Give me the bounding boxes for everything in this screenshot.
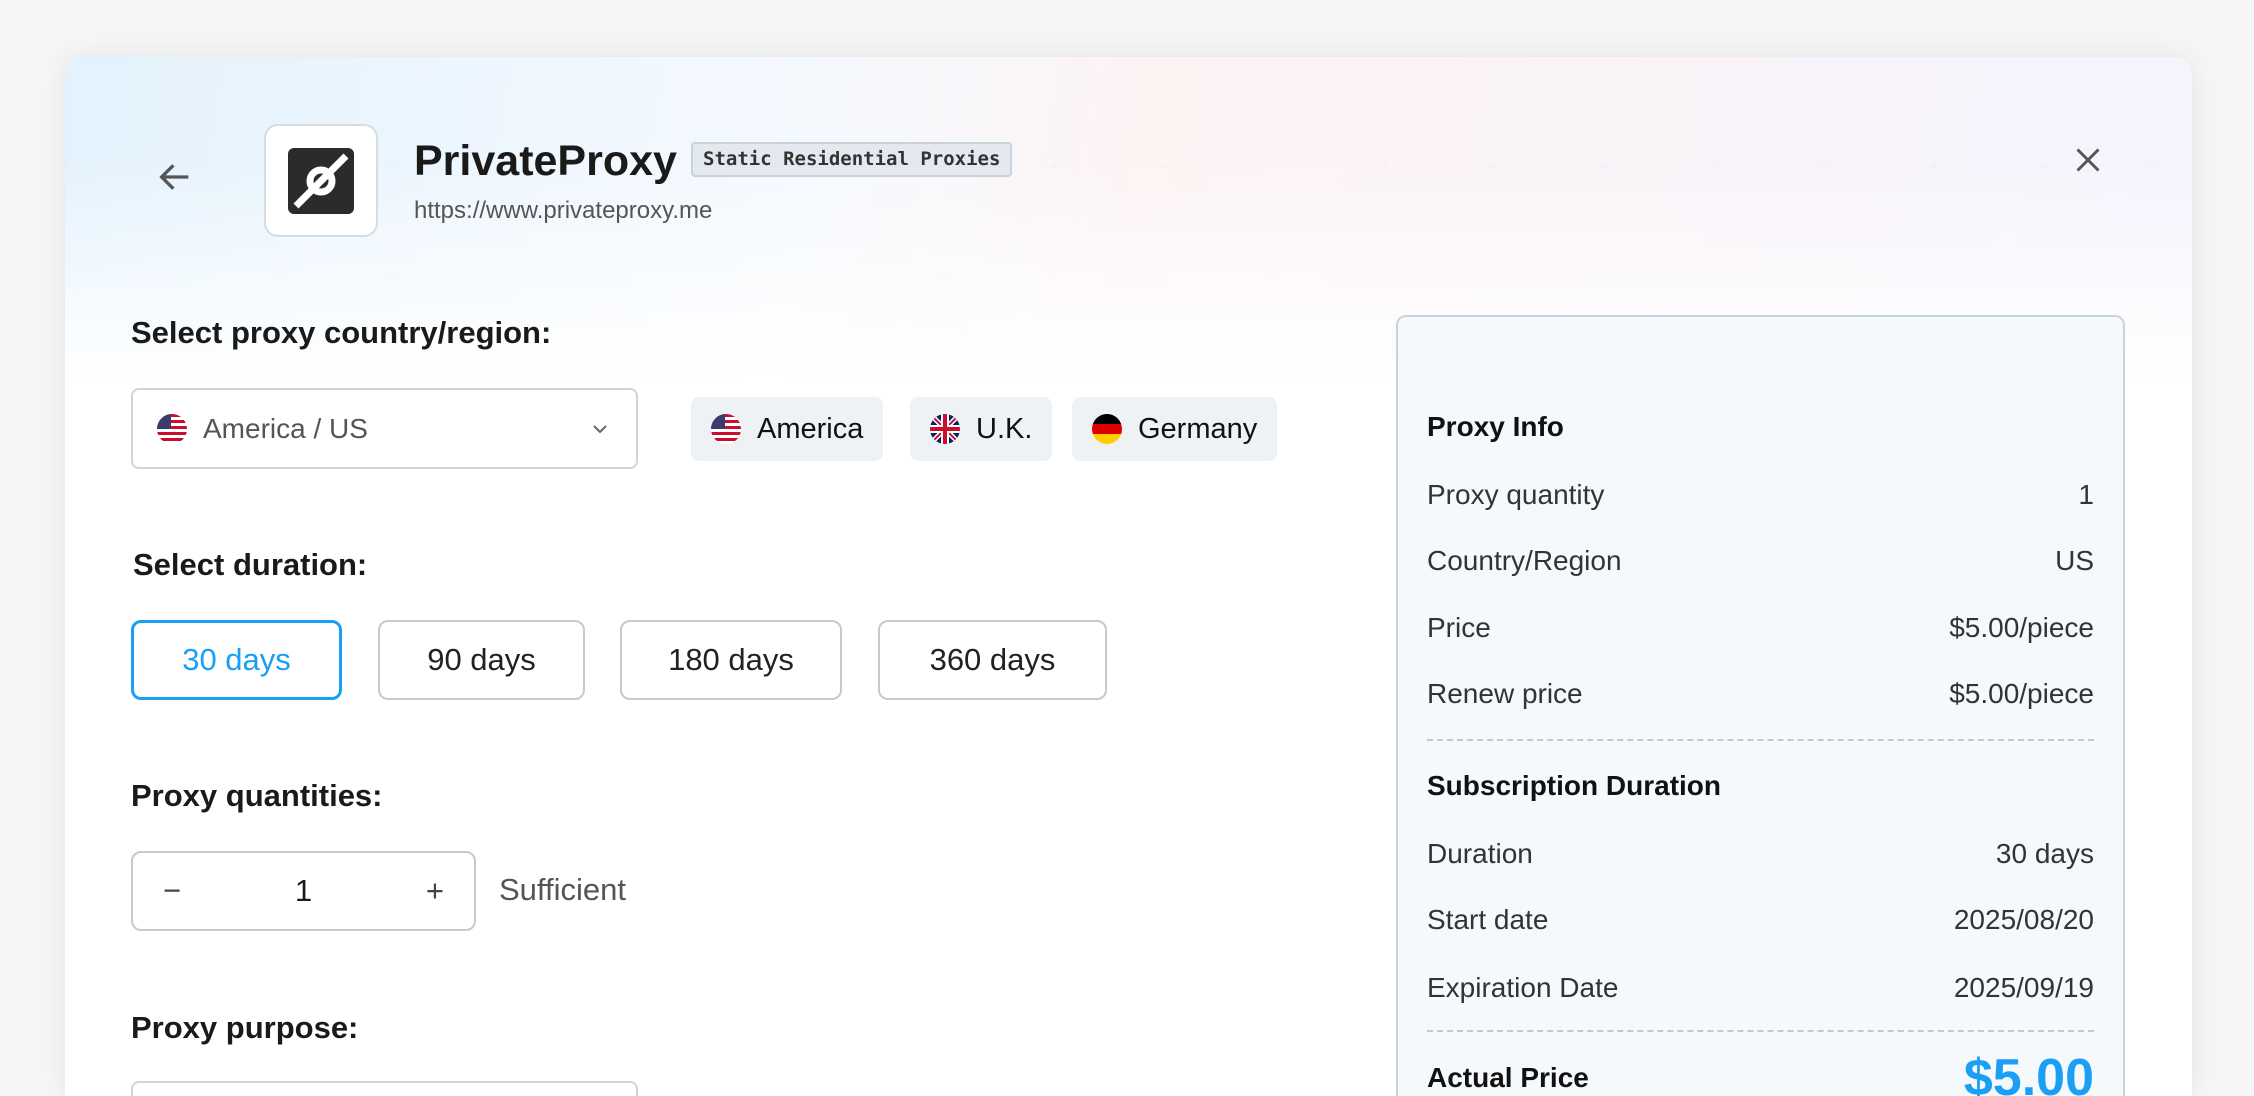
minus-icon[interactable]: −: [163, 873, 182, 908]
info-key: Duration: [1427, 838, 1533, 869]
info-row: Renew price $5.00/piece: [1427, 678, 2094, 710]
info-key: Price: [1427, 612, 1491, 643]
stock-status: Sufficient: [499, 872, 626, 907]
uk-flag-icon: [930, 414, 960, 444]
site-url[interactable]: https://www.privateproxy.me: [414, 197, 713, 224]
proxy-purchase-dialog: PrivateProxy Static Residential Proxies …: [65, 57, 2192, 1096]
info-key: Country/Region: [1427, 545, 1622, 576]
chip-label: Germany: [1138, 412, 1258, 445]
close-icon: [2076, 148, 2100, 172]
actual-price-value: $5.00: [1963, 1049, 2094, 1096]
info-row: Proxy quantity 1: [1427, 479, 2094, 511]
chip-label: America: [757, 412, 864, 445]
arrow-left-icon: [159, 164, 189, 190]
info-value: $5.00/piece: [1949, 612, 2094, 643]
info-value: 1: [2078, 479, 2094, 510]
duration-90-days[interactable]: 90 days: [378, 620, 585, 700]
de-flag-icon: [1092, 414, 1122, 444]
purpose-label: Proxy purpose:: [131, 1010, 359, 1045]
divider: [1427, 739, 2094, 741]
back-button[interactable]: [155, 157, 195, 202]
country-chip-germany[interactable]: Germany: [1072, 397, 1278, 461]
duration-180-days[interactable]: 180 days: [620, 620, 842, 700]
info-value: 2025/09/19: [1953, 972, 2094, 1003]
close-button[interactable]: [2070, 142, 2106, 183]
country-chip-uk[interactable]: U.K.: [910, 397, 1053, 461]
proxy-info-panel: Proxy Info Proxy quantity 1 Country/Regio…: [1396, 315, 2125, 1096]
info-value: 2025/08/20: [1953, 904, 2094, 935]
quantity-value[interactable]: 1: [294, 873, 313, 908]
us-flag-icon: [157, 413, 187, 444]
info-value: $5.00/piece: [1949, 678, 2094, 709]
product-badge: Static Residential Proxies: [691, 142, 1013, 177]
info-key: Start date: [1427, 904, 1549, 935]
divider: [1427, 1030, 2094, 1032]
us-flag-icon: [711, 414, 741, 444]
country-selected: America / US: [203, 412, 368, 444]
info-key: Renew price: [1427, 678, 1583, 709]
info-value: 30 days: [1995, 838, 2094, 869]
actual-price-label: Actual Price: [1427, 1062, 1589, 1093]
quantity-label: Proxy quantities:: [131, 778, 383, 813]
duration-label: Select duration:: [133, 547, 368, 582]
chevron-down-icon: [593, 424, 607, 433]
app-title: PrivateProxy: [414, 137, 677, 185]
country-label: Select proxy country/region:: [131, 315, 552, 350]
quantity-stepper[interactable]: − 1 +: [131, 851, 476, 931]
info-row: Duration 30 days: [1427, 838, 2094, 870]
info-key: Proxy quantity: [1427, 479, 1605, 510]
country-select[interactable]: America / US: [131, 388, 638, 469]
info-row: Price $5.00/piece: [1427, 612, 2094, 644]
info-row: Expiration Date 2025/09/19: [1427, 972, 2094, 1004]
info-value: US: [2055, 545, 2094, 576]
purpose-select[interactable]: [131, 1081, 638, 1096]
header-background: [65, 57, 2192, 387]
duration-360-days[interactable]: 360 days: [878, 620, 1107, 700]
chip-label: U.K.: [976, 412, 1033, 445]
info-row: Start date 2025/08/20: [1427, 904, 2094, 936]
info-title: Proxy Info: [1427, 411, 1564, 442]
duration-30-days[interactable]: 30 days: [131, 620, 342, 700]
subscription-title: Subscription Duration: [1427, 770, 1721, 801]
brand-logo: [264, 124, 378, 237]
info-key: Expiration Date: [1427, 972, 1619, 1003]
info-row: Country/Region US: [1427, 545, 2094, 577]
plus-icon[interactable]: +: [425, 873, 444, 908]
country-chip-america[interactable]: America: [691, 397, 884, 461]
